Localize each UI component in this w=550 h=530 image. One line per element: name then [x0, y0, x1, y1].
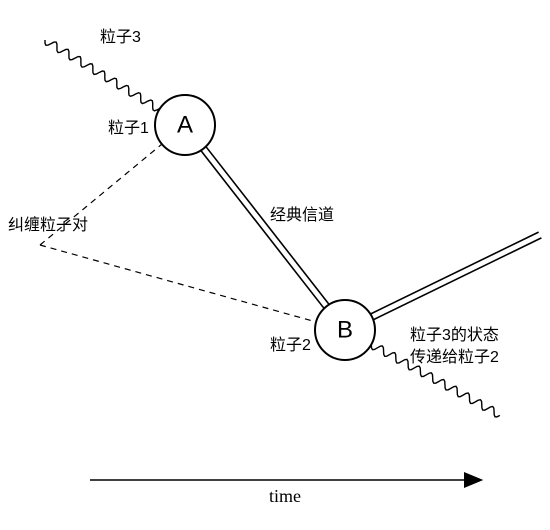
label-state_transfer_l1: 粒子3的状态: [410, 326, 499, 344]
edge-classical-channel: [206, 147, 329, 305]
node-b-label: B: [337, 317, 353, 344]
label-entangled: 纠缠粒子对: [8, 216, 88, 234]
edge-wavy-particle3-in: [45, 40, 160, 111]
label-particle2: 粒子2: [270, 336, 311, 354]
label-particle3: 粒子3: [100, 28, 141, 46]
edge-classical-out: [373, 238, 541, 320]
time-axis-label: time: [269, 486, 301, 506]
edge-classical-channel: [201, 151, 324, 309]
edge-entangled-to-b: [40, 245, 316, 322]
label-state_transfer_l2: 传递给粒子2: [410, 348, 499, 366]
edge-classical-out: [371, 232, 539, 314]
label-particle1: 粒子1: [108, 119, 149, 137]
label-classical: 经典信道: [270, 206, 334, 224]
node-a-label: A: [177, 112, 193, 139]
